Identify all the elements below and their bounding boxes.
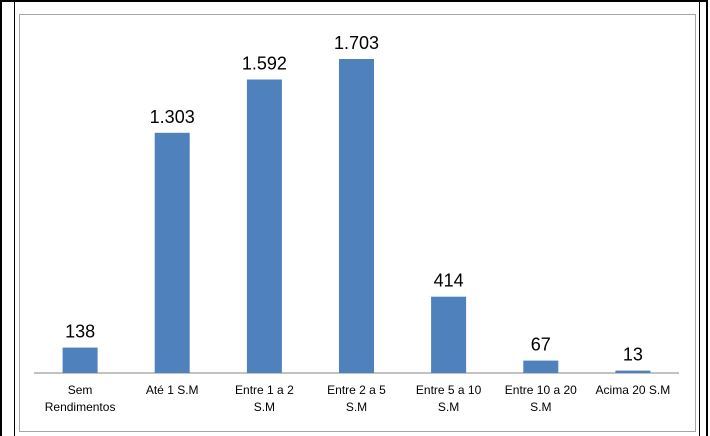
bar-value-label-1: 1.303 <box>150 107 195 127</box>
category-label-line: Sem <box>68 383 93 397</box>
bar-value-label-6: 13 <box>623 345 643 365</box>
category-label-3: Entre 2 a 5 S.M <box>327 383 386 414</box>
category-label-1: Até 1 S.M <box>146 383 199 397</box>
category-label-line: Até 1 S.M <box>146 383 199 397</box>
bar-4 <box>431 296 467 373</box>
bars-group <box>62 59 651 373</box>
bar-value-label-2: 1.592 <box>242 54 287 74</box>
cell-border-left <box>14 0 15 436</box>
cell-border-right <box>699 0 700 436</box>
category-label-line: S.M <box>254 400 275 414</box>
bar-0 <box>62 347 98 373</box>
bar-2 <box>246 79 282 373</box>
category-label-line: Entre 2 a 5 <box>327 383 386 397</box>
bar-value-label-5: 67 <box>531 335 551 355</box>
category-label-2: Entre 1 a 2 S.M <box>235 383 294 414</box>
category-label-line: Entre 10 a 20 <box>505 383 577 397</box>
category-label-4: Entre 5 a 10 S.M <box>416 383 482 414</box>
bar-value-label-0: 138 <box>65 322 95 342</box>
category-label-line: Entre 1 a 2 <box>235 383 294 397</box>
category-label-0: Sem Rendimentos <box>45 383 116 414</box>
bar-value-label-3: 1.703 <box>334 33 379 53</box>
category-label-line: Entre 5 a 10 <box>416 383 482 397</box>
category-label-line: S.M <box>346 400 367 414</box>
bar-1 <box>154 132 190 373</box>
category-label-line: Rendimentos <box>45 400 116 414</box>
bar-5 <box>523 360 559 373</box>
bar-3 <box>339 59 374 373</box>
bar-6 <box>615 370 651 373</box>
category-label-line: S.M <box>530 400 551 414</box>
category-label-6: Acima 20 S.M <box>596 383 671 397</box>
bar-value-label-4: 414 <box>434 271 464 291</box>
category-label-line: S.M <box>438 400 459 414</box>
category-label-line: Acima 20 S.M <box>596 383 671 397</box>
value-labels-group: 138 1.303 1.592 1.703 414 67 13 <box>65 33 643 365</box>
category-label-5: Entre 10 a 20 S.M <box>505 383 577 414</box>
